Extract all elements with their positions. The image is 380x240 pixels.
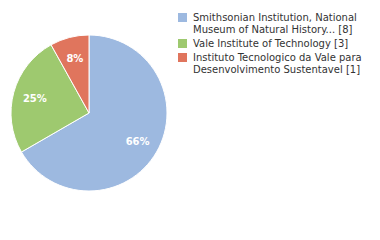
html-text:Instituto Tecnologico da Vale: Instituto Tecnologico da Vale para Desen…: [193, 52, 362, 75]
html-text:Smithsonian Institution, Natio: Smithsonian Institution, National Museum…: [193, 12, 357, 35]
svg-text:25%: 25%: [23, 93, 47, 104]
html-text:Vale Institute of Technology [: Vale Institute of Technology [3]: [193, 38, 349, 49]
svg-text:66%: 66%: [126, 136, 150, 147]
svg-text:8%: 8%: [66, 53, 83, 64]
